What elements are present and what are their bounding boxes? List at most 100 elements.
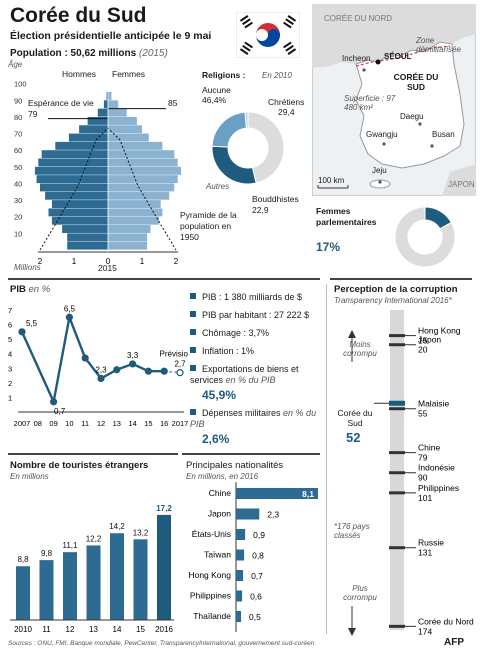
divider xyxy=(8,278,320,280)
corruption-less-label: Moins corrompu xyxy=(343,340,377,358)
corruption-rank-label: 174 xyxy=(418,626,432,636)
nationalities-unit: En millions, en 2016 xyxy=(186,472,259,481)
pyramid-bar-men xyxy=(67,241,108,250)
women-parliament-donut-chart xyxy=(394,206,456,268)
map-gwangju: Gwangju xyxy=(366,130,398,139)
map-daegu: Daegu xyxy=(400,112,424,121)
korea-map xyxy=(312,4,476,196)
pyramid-bar-men xyxy=(68,133,108,142)
divider xyxy=(8,453,178,455)
tourists-value-label: 17,2 xyxy=(156,504,172,513)
donut-slice xyxy=(211,145,257,185)
gdp-y-tick: 6 xyxy=(8,321,12,330)
life-expectancy-men: 79 xyxy=(28,109,38,119)
stat-gdp-per-capita: PIB par habitant : 27 222 $ xyxy=(190,310,309,320)
pyramid-y-tick: 30 xyxy=(14,196,22,205)
gdp-data-label: 0,7 xyxy=(54,407,66,416)
pyramid-bar-women xyxy=(108,125,142,134)
tourists-x-tick: 14 xyxy=(113,625,122,634)
pyramid-bar-men xyxy=(36,175,108,184)
tourists-bar xyxy=(110,533,124,620)
gdp-y-tick: 1 xyxy=(8,393,12,402)
tourists-value-label: 12,2 xyxy=(86,534,102,543)
pyramid-y-tick: 40 xyxy=(14,179,22,188)
page-title: Corée du Sud xyxy=(10,4,147,27)
nationalities-value-label: 2,3 xyxy=(267,510,279,520)
nationalities-value-label: 0,6 xyxy=(250,592,262,602)
corruption-footnote: *176 pays classés xyxy=(334,522,370,540)
pyramid-bar-women xyxy=(108,141,163,150)
pyramid-bar-women xyxy=(108,183,175,192)
tourists-value-label: 14,2 xyxy=(109,522,125,531)
pyramid-bar-men xyxy=(87,116,108,125)
gdp-x-tick: 2007 xyxy=(14,419,31,428)
tourists-title: Nombre de touristes étrangers xyxy=(10,460,149,471)
corruption-rank-label: 101 xyxy=(418,493,432,503)
nationalities-title: Principales nationalités xyxy=(186,460,284,471)
stat-exports: Exportations de biens et services en % d… xyxy=(190,364,299,385)
gdp-point xyxy=(160,367,168,375)
tourists-x-tick: 2010 xyxy=(14,625,32,634)
pyramid-x-year: 2015 xyxy=(98,263,117,273)
stat-gdp: PIB : 1 380 milliards de $ xyxy=(190,292,302,302)
tourists-value-label: 13,2 xyxy=(133,528,149,537)
corruption-marker xyxy=(389,451,405,455)
corruption-marker xyxy=(389,546,405,550)
corruption-up-arrow-head xyxy=(348,330,356,338)
pyramid-bar-men xyxy=(51,200,108,209)
tourists-bar xyxy=(39,560,54,620)
gdp-data-label: 3,3 xyxy=(127,351,139,360)
gdp-x-tick: 16 xyxy=(160,419,168,428)
corruption-korea-marker xyxy=(389,400,405,406)
donut-slice xyxy=(394,206,456,268)
tourists-bar xyxy=(16,566,30,620)
map-area: Superficie : 97 480 km² xyxy=(344,94,396,112)
gdp-y-tick: 4 xyxy=(8,350,12,359)
nationalities-bar xyxy=(236,590,243,602)
pyramid-y-tick: 90 xyxy=(14,96,22,105)
gdp-point xyxy=(49,398,58,406)
tourists-x-tick: 11 xyxy=(42,625,51,634)
pyramid-bar-women xyxy=(108,116,137,125)
pyramid-bar-women xyxy=(108,175,178,184)
pyramid-y-tick: 80 xyxy=(14,113,22,122)
corruption-more-label: Plus corrompu xyxy=(343,584,377,602)
nationalities-value-label: 0,9 xyxy=(253,530,265,540)
corruption-country-label: Malaisie xyxy=(418,399,449,409)
gdp-x-tick: 12 xyxy=(97,419,105,428)
gdp-x-tick: 11 xyxy=(81,419,89,428)
pyramid-bar-men xyxy=(103,100,108,109)
gdp-data-label: 5,5 xyxy=(26,319,38,328)
pyramid-y-tick: 50 xyxy=(14,163,22,172)
nationalities-value-label: 8,1 xyxy=(302,489,314,499)
stat-military-value: 2,6% xyxy=(202,432,230,446)
gdp-point xyxy=(144,367,152,375)
map-jeju: Jeju xyxy=(372,166,387,175)
nationalities-value-label: 0,8 xyxy=(252,551,264,561)
map-seoul: SÉOUL xyxy=(384,52,412,61)
pyramid-bar-men xyxy=(38,158,108,167)
corruption-marker xyxy=(389,407,405,411)
pyramid-bar-women xyxy=(108,133,149,142)
religion-christians-label: Chrétiens xyxy=(268,97,305,107)
pyramid-bar-women xyxy=(108,216,159,225)
pyramid-bar-men xyxy=(34,166,108,175)
divider xyxy=(330,278,472,280)
stat-unemployment: Chômage : 3,7% xyxy=(190,328,269,338)
corruption-marker xyxy=(389,624,405,628)
pyramid-bar-women xyxy=(108,158,178,167)
corruption-scale-bar xyxy=(390,310,404,630)
pyramid-bar-men xyxy=(40,183,108,192)
tourists-value-label: 11,1 xyxy=(63,541,79,550)
corruption-marker xyxy=(389,471,405,475)
pyramid-x-tick: 2 xyxy=(38,257,43,266)
pyramid-bar-women xyxy=(108,100,119,109)
corruption-country-label: Corée du Nord xyxy=(418,616,474,626)
south-korea-flag xyxy=(236,12,300,58)
pyramid-y-tick: 100 xyxy=(14,80,27,89)
nationalities-category-label: États-Unis xyxy=(192,529,231,539)
corruption-rank-label: 15 xyxy=(418,336,428,346)
pyramid-x-tick: 2 xyxy=(174,257,179,266)
pyramid-bar-women xyxy=(108,241,148,250)
pyramid-bar-women xyxy=(108,200,161,209)
